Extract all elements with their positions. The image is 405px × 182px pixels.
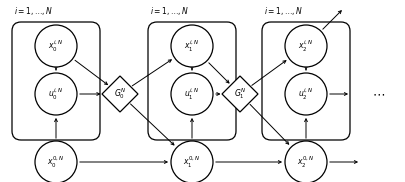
- Text: $x_0^{i,N}$: $x_0^{i,N}$: [48, 38, 64, 54]
- Text: $x_2^{i,N}$: $x_2^{i,N}$: [298, 38, 313, 54]
- Text: $i = 1, \ldots, N$: $i = 1, \ldots, N$: [149, 5, 189, 17]
- Text: $u_1^{i,N}$: $u_1^{i,N}$: [184, 86, 199, 102]
- Circle shape: [35, 73, 77, 115]
- Circle shape: [35, 141, 77, 182]
- Circle shape: [171, 73, 213, 115]
- Text: $x_0^{0,N}$: $x_0^{0,N}$: [47, 154, 64, 170]
- Text: $x_1^{0,N}$: $x_1^{0,N}$: [183, 154, 200, 170]
- FancyBboxPatch shape: [148, 22, 235, 140]
- Text: $x_2^{0,N}$: $x_2^{0,N}$: [297, 154, 314, 170]
- FancyBboxPatch shape: [261, 22, 349, 140]
- Text: $i = 1, \ldots, N$: $i = 1, \ldots, N$: [14, 5, 53, 17]
- Circle shape: [284, 25, 326, 67]
- FancyBboxPatch shape: [12, 22, 100, 140]
- Text: $u_0^{i,N}$: $u_0^{i,N}$: [48, 86, 64, 102]
- Text: $u_2^{i,N}$: $u_2^{i,N}$: [298, 86, 313, 102]
- Polygon shape: [102, 76, 138, 112]
- Circle shape: [35, 25, 77, 67]
- Circle shape: [171, 141, 213, 182]
- Text: $x_1^{i,N}$: $x_1^{i,N}$: [184, 38, 199, 54]
- Circle shape: [284, 73, 326, 115]
- Text: $\cdots$: $\cdots$: [371, 88, 384, 100]
- Text: $i = 1, \ldots, N$: $i = 1, \ldots, N$: [263, 5, 303, 17]
- Text: $G_0^N$: $G_0^N$: [113, 87, 126, 101]
- Circle shape: [171, 25, 213, 67]
- Polygon shape: [222, 76, 257, 112]
- Text: $G_1^N$: $G_1^N$: [233, 87, 245, 101]
- Circle shape: [284, 141, 326, 182]
